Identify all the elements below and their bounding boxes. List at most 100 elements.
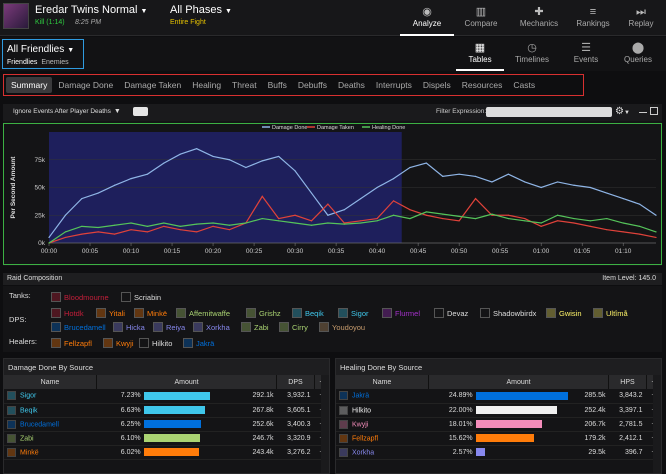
player-bloodmourne[interactable]: Bloodmourne [51, 291, 109, 303]
player-beqik[interactable]: Beqik [292, 307, 324, 319]
player-jakrä[interactable]: Jakrä [183, 337, 214, 349]
nav-analyze[interactable]: ◉ Analyze [400, 0, 454, 36]
tab-damage-done[interactable]: Damage Done [58, 80, 114, 90]
row-name-cell[interactable]: Fellzapfl [336, 431, 429, 446]
tab-interrupts[interactable]: Interrupts [375, 80, 412, 90]
row-name-cell[interactable]: Brucedamell [4, 417, 97, 432]
data-point [81, 198, 83, 200]
row-name-cell[interactable]: Sigor [4, 389, 97, 404]
damage-healing-graph[interactable]: 0k 25k 50k 75k 00:00 00:05 00:10 00:15 00:20 00:2… [4, 124, 660, 263]
tab-threat[interactable]: Threat [232, 80, 257, 90]
column-header[interactable]: DPS [276, 375, 315, 389]
gear-icon[interactable]: ⚙▼ [615, 106, 630, 117]
player-youdoyou[interactable]: Youdoyou [319, 321, 365, 333]
tab-damage-taken[interactable]: Damage Taken [124, 80, 182, 90]
player-grishz[interactable]: Grishz [246, 307, 281, 319]
class-icon [139, 338, 149, 348]
tab-deaths[interactable]: Deaths [337, 80, 365, 90]
view-tables[interactable]: ▦ Tables [456, 37, 504, 71]
player-kwyji[interactable]: Kwyji [103, 337, 134, 349]
tab-debuffs[interactable]: Debuffs [297, 80, 327, 90]
player-minkë[interactable]: Minkë [134, 307, 167, 319]
x-tick-label: 00:15 [164, 248, 181, 255]
nav-rankings[interactable]: ≡ Rankings [566, 0, 620, 36]
maximize-icon[interactable] [650, 107, 658, 115]
player-flurmel[interactable]: Flurmel [382, 307, 420, 319]
column-header[interactable]: HPS [608, 375, 647, 389]
row-name-cell[interactable]: Beqik [4, 403, 97, 418]
column-header[interactable]: Name [4, 375, 97, 389]
player-affemitwaffe[interactable]: Affemitwaffe [176, 307, 230, 319]
filter-expression-input[interactable] [486, 107, 612, 117]
row-name-cell[interactable]: Kwyji [336, 417, 429, 432]
view-events[interactable]: ☰ Events [562, 37, 610, 71]
legend-label[interactable]: Damage Done [272, 125, 307, 131]
player-zabi[interactable]: Zabi [241, 321, 269, 333]
tab-friendlies[interactable]: Friendlies [7, 59, 38, 66]
column-header[interactable]: Amount [96, 375, 277, 389]
column-header[interactable]: Name [336, 375, 429, 389]
grid-icon: ▦ [474, 42, 486, 54]
nav-mechanics[interactable]: ✚ Mechanics [512, 0, 566, 36]
column-header[interactable]: Amount [428, 375, 609, 389]
scrollbar[interactable] [653, 375, 661, 473]
player-hicka[interactable]: Hicka [113, 321, 145, 333]
player-ultîmå[interactable]: Ultîmå [593, 307, 628, 319]
series-line-healing-done[interactable] [48, 211, 657, 244]
phase-selector[interactable]: All Phases ▼ [170, 4, 232, 16]
row-name-cell[interactable]: Jakrä [336, 389, 429, 404]
row-name-cell[interactable]: Xorkha [336, 445, 429, 460]
ignore-events-dropdown[interactable]: Ignore Events After Player Deaths ▼ [13, 108, 121, 115]
player-brucedamell[interactable]: Brucedamell [51, 321, 106, 333]
legend-label[interactable]: Healing Done [372, 125, 405, 131]
series-line-damage-taken[interactable] [48, 195, 657, 244]
player-fellzapfl[interactable]: Fellzapfl [51, 337, 92, 349]
tab-casts[interactable]: Casts [513, 80, 536, 90]
player-sigor[interactable]: Sigor [338, 307, 369, 319]
player-shadowbirdx[interactable]: Shadowbirdx [480, 307, 536, 319]
row-bar-cell [475, 431, 575, 446]
player-scriabin[interactable]: Scriabin [121, 291, 161, 303]
player-reiya[interactable]: Reiya [153, 321, 185, 333]
player-hotdk[interactable]: Hotdk [51, 307, 84, 319]
tab-healing[interactable]: Healing [192, 80, 222, 90]
player-xorkha[interactable]: Xorkha [193, 321, 230, 333]
actor-selector[interactable]: All Friendlies ▼ Friendlies Enemies [2, 39, 84, 69]
encounter-selector[interactable]: Eredar Twins Normal ▼ [35, 4, 147, 16]
player-devaz[interactable]: Devaz [434, 307, 468, 319]
view-queries[interactable]: ⬤ Queries [614, 37, 662, 71]
ignore-events-toggle[interactable] [133, 107, 148, 116]
player-hilkito[interactable]: Hilkito [139, 337, 172, 349]
tab-dispels[interactable]: Dispels [422, 80, 451, 90]
minimize-icon[interactable] [639, 107, 647, 113]
tab-summary[interactable]: Summary [6, 77, 53, 93]
tab-enemies[interactable]: Enemies [41, 59, 69, 66]
row-name-cell[interactable]: Minkë [4, 445, 97, 460]
class-icon [339, 419, 348, 429]
view-timelines[interactable]: ◷ Timelines [508, 37, 556, 71]
row-name-cell[interactable]: Zabi [4, 431, 97, 446]
series-line-damage-done[interactable] [48, 148, 657, 238]
player-yitali[interactable]: Yitali [96, 307, 125, 319]
player-cirry[interactable]: Cirry [279, 321, 308, 333]
scrollbar[interactable] [321, 375, 329, 473]
nav-label: Rankings [576, 19, 610, 28]
nav-compare[interactable]: ▥ Compare [454, 0, 508, 36]
row-percent: 22.00% [428, 403, 476, 418]
player-gwisin[interactable]: Gwisin [546, 307, 582, 319]
row-name-cell[interactable]: Hilkito [336, 403, 429, 418]
tab-buffs[interactable]: Buffs [267, 80, 287, 90]
tab-resources[interactable]: Resources [461, 80, 503, 90]
nav-replay[interactable]: ⏭ Replay [614, 0, 666, 36]
legend-label[interactable]: Damage Taken [317, 125, 354, 131]
